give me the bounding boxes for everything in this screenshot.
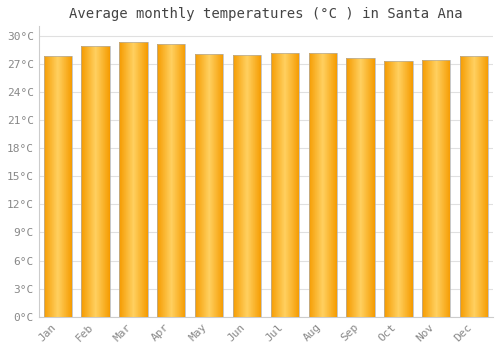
Bar xyxy=(422,60,450,317)
Bar xyxy=(82,46,110,317)
Bar xyxy=(270,52,299,317)
Bar xyxy=(233,55,261,317)
Bar xyxy=(308,54,337,317)
Bar xyxy=(44,56,72,317)
Bar xyxy=(157,44,186,317)
Title: Average monthly temperatures (°C ) in Santa Ana: Average monthly temperatures (°C ) in Sa… xyxy=(69,7,462,21)
Bar xyxy=(460,56,488,317)
Bar xyxy=(119,42,148,317)
Bar xyxy=(195,54,224,317)
Bar xyxy=(384,61,412,317)
Bar xyxy=(346,58,375,317)
